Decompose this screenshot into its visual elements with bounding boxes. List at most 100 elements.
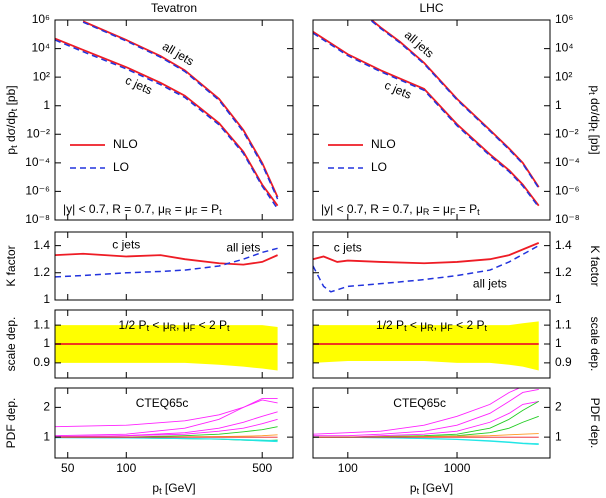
curve — [370, 20, 540, 188]
text-part: t — [227, 323, 230, 333]
y-tick-label: 1.1 — [33, 317, 50, 331]
curve-label: all jets — [402, 28, 437, 61]
y-tick-label: 10⁻⁴ — [25, 155, 50, 169]
y-axis-label: K factor — [588, 245, 602, 286]
y-axis-label: pt dσ/dpt [pb] — [4, 85, 19, 154]
text-part: R — [427, 323, 434, 333]
text-part: dσ/dp — [588, 95, 602, 129]
text-part: t — [404, 323, 407, 333]
plot-area — [313, 242, 540, 293]
text-part: = P — [455, 202, 477, 216]
text-part: [pb] — [588, 131, 602, 154]
curve-label: all jets — [226, 240, 260, 254]
text-part: = μ — [171, 202, 192, 216]
plot-area — [313, 321, 539, 371]
x-axis-label: pt [GeV] — [410, 481, 453, 496]
text-part: F — [192, 207, 198, 217]
y-axis-label: PDF dep. — [4, 398, 18, 449]
y-tick-label: 10⁶ — [555, 12, 573, 26]
y-axis-label: K factor — [4, 245, 18, 286]
curve — [82, 20, 279, 198]
y-tick-label: 1 — [43, 98, 50, 112]
y-tick-label: 10⁶ — [32, 12, 50, 26]
curve-label: all jets — [160, 39, 196, 68]
y-tick-label: 0.9 — [555, 355, 572, 369]
annotation: |y| < 0.7, R = 0.7, μR = μF = Pt — [63, 202, 222, 217]
curve-label: c jets — [334, 241, 362, 255]
y-axis-label: scale dep. — [588, 317, 602, 372]
text-part: [pb] — [4, 85, 18, 108]
plot-area — [55, 325, 278, 371]
curve — [55, 411, 278, 438]
text-part: R — [170, 323, 177, 333]
y-tick-label: 10⁴ — [555, 41, 574, 55]
scale-band — [313, 321, 539, 371]
text-part: t — [417, 486, 420, 496]
curve — [313, 436, 539, 446]
text-part: = μ — [429, 202, 450, 216]
frame — [54, 19, 294, 221]
curve — [313, 32, 540, 208]
y-tick-label: 1.2 — [555, 265, 572, 279]
y-axis-label: PDF dep. — [588, 398, 602, 449]
text-part: t — [587, 92, 597, 95]
curve — [55, 39, 279, 210]
y-tick-label: 10⁻⁶ — [555, 184, 580, 198]
curve — [55, 397, 278, 428]
y-tick-label: 1.4 — [555, 238, 572, 252]
plot-area — [313, 388, 539, 446]
text-part: [GeV] — [162, 481, 196, 495]
text-part: t — [159, 486, 162, 496]
y-tick-label: 2 — [43, 400, 50, 414]
text-part: |y| < 0.7, R = 0.7, μ — [63, 202, 165, 216]
y-tick-label: 10² — [33, 69, 50, 83]
curve — [313, 389, 539, 437]
text-part: = P — [197, 202, 219, 216]
text-part: p — [4, 148, 18, 155]
text-part: t — [9, 108, 19, 111]
annotation: 1/2 Pt < μR, μF < 2 Pt — [376, 318, 487, 333]
legend-label: LO — [113, 160, 129, 174]
curve — [313, 242, 540, 265]
curve — [313, 436, 539, 445]
legend-label: NLO — [113, 137, 138, 151]
text-part: t — [587, 129, 597, 132]
curve — [55, 437, 278, 442]
curve — [371, 20, 540, 189]
curve — [55, 37, 279, 207]
frame — [54, 387, 294, 459]
legend-label: LO — [371, 160, 387, 174]
y-tick-label: 10⁻⁴ — [555, 155, 580, 169]
text-part: t — [147, 323, 150, 333]
annotation: CTEQ65c — [136, 396, 189, 410]
plot-area — [55, 20, 279, 210]
text-part: F — [190, 323, 196, 333]
text-part: R — [423, 207, 430, 217]
text-part: p — [588, 85, 602, 92]
y-tick-label: 10⁻² — [555, 126, 579, 140]
text-part: |y| < 0.7, R = 0.7, μ — [321, 202, 423, 216]
plot-area — [313, 20, 540, 208]
text-part: , μ — [176, 318, 190, 332]
text-part: < μ — [149, 318, 170, 332]
text-part: 1/2 P — [376, 318, 404, 332]
curve — [55, 247, 278, 278]
chart-title: LHC — [419, 1, 443, 15]
y-tick-label: 1 — [43, 429, 50, 443]
y-tick-label: 1 — [555, 336, 562, 350]
y-tick-label: 1 — [43, 336, 50, 350]
text-part: F — [447, 323, 453, 333]
text-part: t — [219, 207, 222, 217]
legend-label: NLO — [371, 137, 396, 151]
y-tick-label: 1.1 — [555, 317, 572, 331]
x-tick-label: 100 — [116, 461, 136, 475]
plot-area — [55, 247, 278, 278]
frame — [312, 387, 551, 459]
frame — [312, 231, 551, 301]
x-tick-label: 500 — [252, 461, 272, 475]
y-tick-label: 10² — [555, 69, 572, 83]
text-part: p — [410, 481, 417, 495]
text-part: < 2 P — [195, 318, 227, 332]
